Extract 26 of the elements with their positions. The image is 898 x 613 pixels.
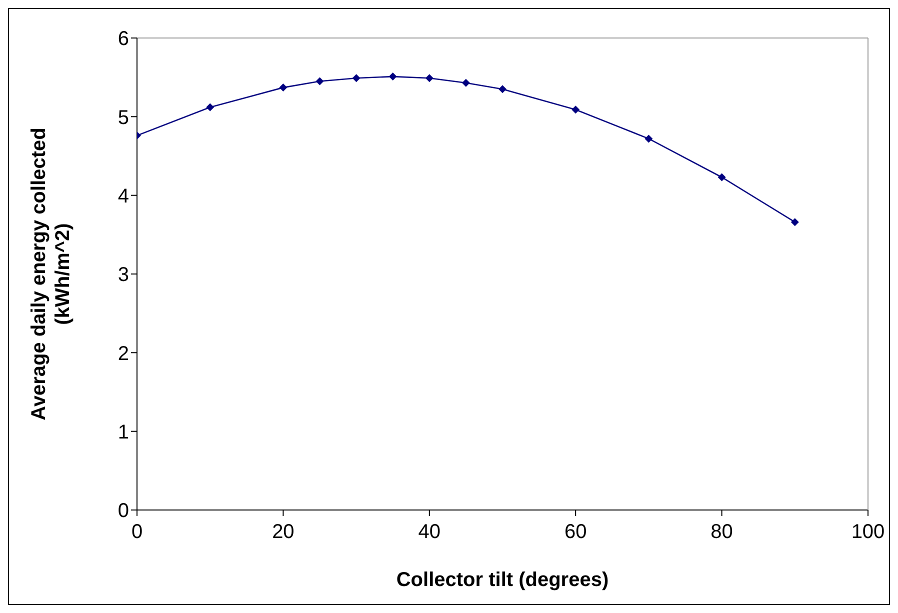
point <box>279 84 288 92</box>
y-tick-label: 6 <box>118 28 129 50</box>
x-axis-title: Collector tilt (degrees) <box>396 569 609 591</box>
y-tick-label: 2 <box>118 342 129 365</box>
x-tick-label: 40 <box>418 521 441 544</box>
point <box>644 134 653 143</box>
point <box>462 78 470 87</box>
point <box>316 77 324 86</box>
x-tick-label: 20 <box>272 521 294 544</box>
point <box>352 74 360 82</box>
point <box>206 103 214 112</box>
point <box>718 173 726 182</box>
y-tick-label: 5 <box>118 106 129 129</box>
point <box>498 85 506 94</box>
x-tick-label: 100 <box>851 521 885 544</box>
point <box>790 218 799 226</box>
x-tick-label: 80 <box>710 521 733 544</box>
y-tick-label: 0 <box>118 500 129 522</box>
y-tick-label: 1 <box>118 421 129 444</box>
y-tick-label: 3 <box>118 264 129 286</box>
point <box>425 74 434 82</box>
y-tick-label: 4 <box>118 185 129 208</box>
point <box>388 72 397 81</box>
point <box>572 106 580 114</box>
x-tick-label: 60 <box>564 521 587 544</box>
y-axis-title: Average daily energy collected (kWh/m^2) <box>28 128 74 420</box>
